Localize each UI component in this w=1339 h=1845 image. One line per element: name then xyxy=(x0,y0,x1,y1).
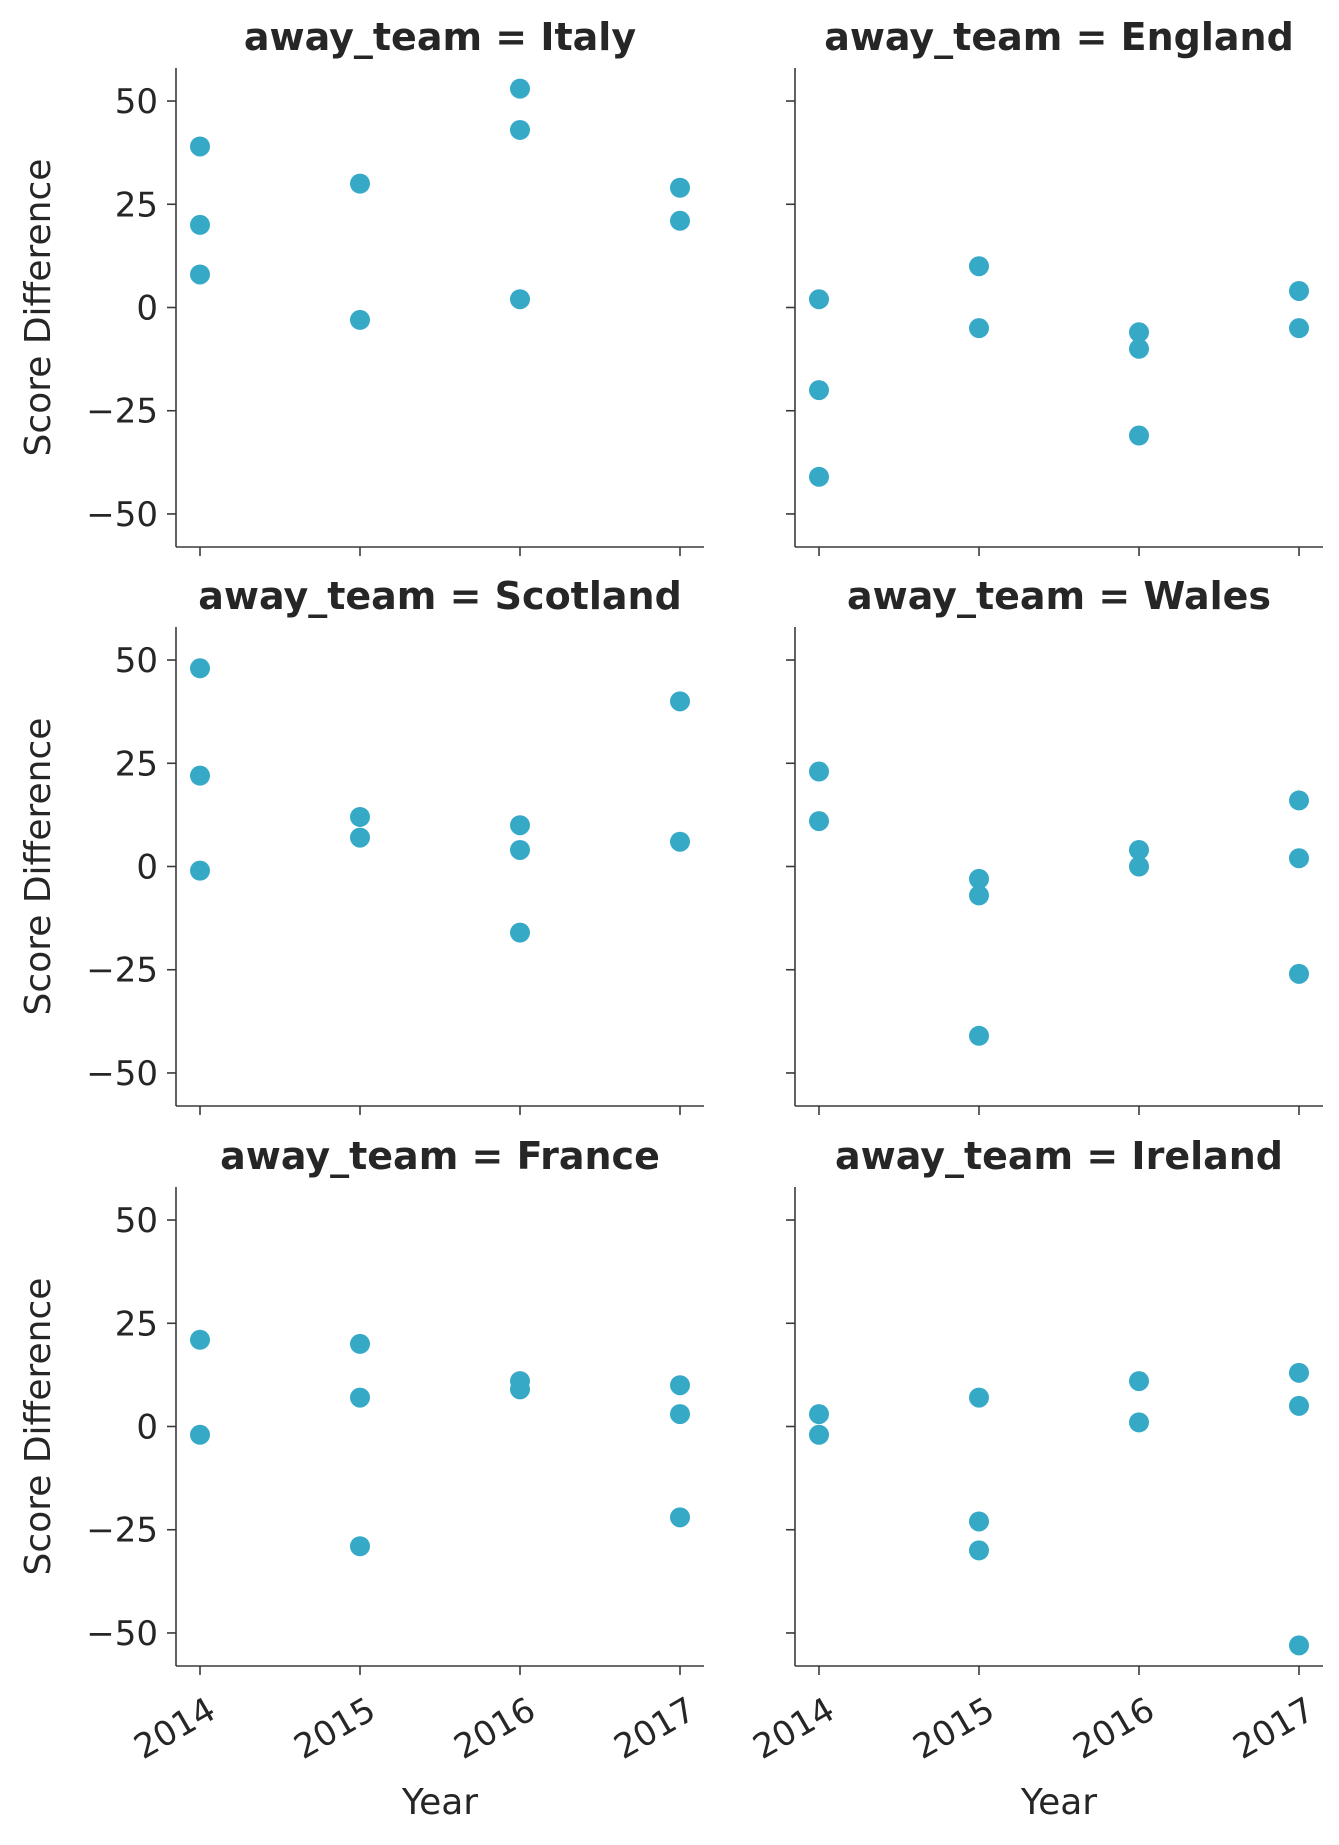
data-point xyxy=(350,1387,370,1408)
data-point xyxy=(1129,322,1149,343)
data-point xyxy=(969,885,989,906)
data-point xyxy=(510,922,530,943)
data-point xyxy=(670,691,690,712)
x-tick-label: 2015 xyxy=(906,1690,1001,1768)
data-point xyxy=(510,839,530,860)
data-point xyxy=(809,1424,829,1445)
data-point xyxy=(350,827,370,848)
x-tick-label: 2016 xyxy=(447,1690,542,1768)
y-tick-label: 50 xyxy=(115,82,158,122)
data-point xyxy=(670,1404,690,1425)
data-point xyxy=(1129,425,1149,446)
y-axis-label: Score Difference xyxy=(18,159,59,457)
data-point xyxy=(1129,338,1149,359)
data-point xyxy=(969,1025,989,1046)
x-axis-label: Year xyxy=(401,1782,478,1823)
data-point xyxy=(190,136,210,157)
x-axis-label: Year xyxy=(1020,1782,1097,1823)
y-axis-label: Score Difference xyxy=(18,718,59,1016)
y-tick-label: −25 xyxy=(86,392,158,432)
data-point xyxy=(969,868,989,889)
data-point xyxy=(670,831,690,852)
data-point xyxy=(1129,1371,1149,1392)
y-tick-label: −50 xyxy=(86,495,158,535)
data-point xyxy=(969,1540,989,1561)
data-point xyxy=(969,1387,989,1408)
data-point xyxy=(670,1375,690,1396)
data-point xyxy=(670,210,690,231)
x-tick-label: 2016 xyxy=(1066,1690,1161,1768)
y-tick-label: −50 xyxy=(86,1614,158,1654)
data-point xyxy=(190,658,210,679)
data-point xyxy=(510,78,530,99)
data-point xyxy=(350,1333,370,1354)
data-point xyxy=(190,214,210,235)
y-tick-label: 0 xyxy=(136,848,158,888)
data-point xyxy=(809,811,829,832)
y-tick-label: 25 xyxy=(115,1304,158,1344)
data-point xyxy=(1289,790,1309,811)
data-point xyxy=(190,1424,210,1445)
facet-title: away_team = Ireland xyxy=(835,1134,1283,1178)
data-point xyxy=(969,1511,989,1532)
y-tick-label: 50 xyxy=(115,641,158,681)
data-point xyxy=(190,264,210,285)
facet-title: away_team = France xyxy=(220,1134,660,1178)
data-point xyxy=(1129,839,1149,860)
data-point xyxy=(510,1379,530,1400)
x-tick-label: 2014 xyxy=(746,1690,841,1768)
data-point xyxy=(809,1404,829,1425)
x-tick-label: 2017 xyxy=(1226,1690,1321,1768)
x-tick-label: 2017 xyxy=(607,1690,702,1768)
data-point xyxy=(809,289,829,310)
facet-title: away_team = Wales xyxy=(847,574,1271,618)
y-tick-label: 0 xyxy=(136,289,158,329)
data-point xyxy=(670,177,690,198)
data-point xyxy=(1289,1395,1309,1416)
x-tick-label: 2014 xyxy=(127,1690,222,1768)
data-point xyxy=(1289,318,1309,339)
data-point xyxy=(1289,1635,1309,1656)
data-point xyxy=(510,815,530,836)
data-point xyxy=(190,765,210,786)
data-point xyxy=(1129,856,1149,877)
data-point xyxy=(809,380,829,401)
data-point xyxy=(350,806,370,827)
data-point xyxy=(510,119,530,140)
data-point xyxy=(190,860,210,881)
data-point xyxy=(1289,963,1309,984)
y-tick-label: −25 xyxy=(86,1511,158,1551)
data-point xyxy=(1289,1362,1309,1383)
data-point xyxy=(809,761,829,782)
data-point xyxy=(969,256,989,277)
y-tick-label: −50 xyxy=(86,1054,158,1094)
facet-title: away_team = Scotland xyxy=(198,574,682,618)
y-tick-label: 25 xyxy=(115,744,158,784)
y-tick-label: 0 xyxy=(136,1408,158,1448)
data-point xyxy=(1289,280,1309,301)
data-point xyxy=(350,309,370,330)
data-point xyxy=(670,1507,690,1528)
y-axis-label: Score Difference xyxy=(18,1278,59,1576)
data-point xyxy=(969,318,989,339)
data-point xyxy=(510,289,530,310)
y-tick-label: 50 xyxy=(115,1201,158,1241)
data-point xyxy=(809,466,829,487)
data-point xyxy=(350,173,370,194)
x-tick-label: 2015 xyxy=(287,1690,382,1768)
data-point xyxy=(1129,1412,1149,1433)
facet-title: away_team = Italy xyxy=(244,15,636,59)
data-point xyxy=(190,1329,210,1350)
y-tick-label: 25 xyxy=(115,185,158,225)
data-point xyxy=(350,1536,370,1557)
facet-title: away_team = England xyxy=(824,15,1294,59)
data-point xyxy=(1289,848,1309,869)
y-tick-label: −25 xyxy=(86,951,158,991)
